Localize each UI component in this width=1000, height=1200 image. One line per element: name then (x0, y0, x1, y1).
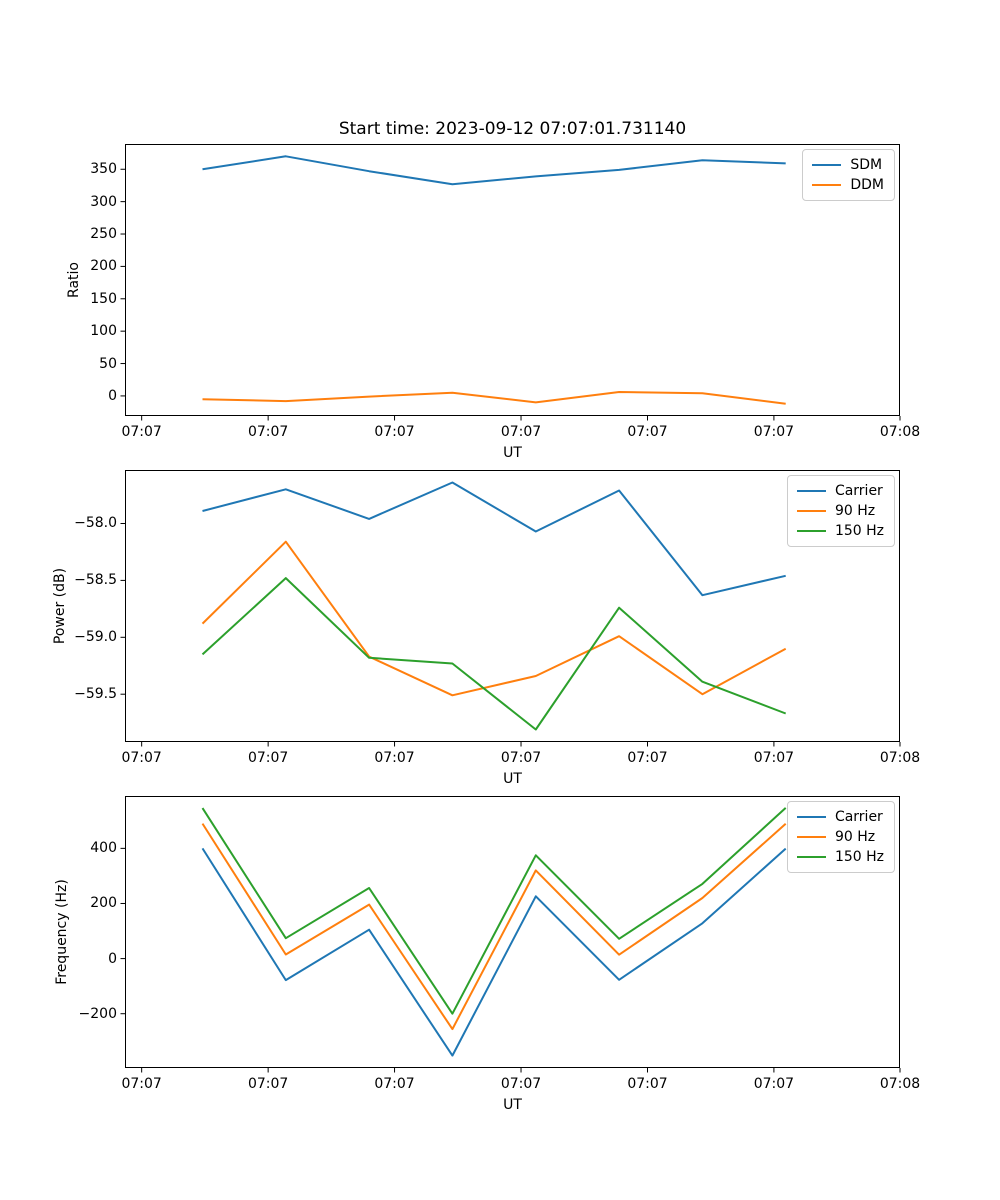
plot-svg (120, 796, 901, 1073)
legend-label: DDM (850, 177, 884, 193)
legend-label: Carrier (834, 809, 883, 825)
legend-label: SDM (850, 157, 883, 173)
x-axis-label: UT (503, 1097, 522, 1113)
series-line-sdm (202, 155, 786, 186)
x-tick-label: 07:07 (753, 424, 795, 440)
y-tick-label: 100 (90, 323, 117, 340)
y-tick-label: 300 (90, 193, 117, 210)
figure-title: Start time: 2023-09-12 07:07:01.731140 (338, 119, 687, 139)
legend: SDM DDM (802, 149, 895, 201)
x-tick-label: 07:07 (753, 750, 795, 766)
legend-entry: Carrier (796, 807, 884, 827)
series-line-150-hz (201, 577, 787, 731)
x-tick-label: 07:07 (627, 424, 668, 440)
x-tick-label: 07:07 (374, 1076, 415, 1092)
series-line-90-hz (201, 823, 787, 1031)
y-tick-label: 0 (108, 950, 117, 967)
legend-entry: DDM (812, 175, 884, 195)
plot-area: Carrier 90 Hz 150 Hz (120, 470, 901, 747)
legend-line-sdm (812, 164, 842, 166)
x-tick-label: 07:07 (627, 750, 668, 766)
series-line-90-hz (201, 540, 787, 697)
series-line-150-hz (201, 807, 787, 1015)
x-tick-label: 07:07 (121, 1076, 162, 1092)
y-tick-label: −200 (78, 1005, 117, 1022)
legend-entry: SDM (812, 155, 884, 175)
x-tick-label: 07:07 (753, 1076, 795, 1092)
y-tick-label: 400 (90, 840, 117, 857)
legend-line-90-hz (796, 836, 826, 838)
y-axis-label: Frequency (Hz) (54, 879, 70, 985)
series-line-ddm (202, 391, 786, 405)
legend-entry: Carrier (796, 481, 884, 501)
x-tick-label: 07:07 (247, 750, 289, 766)
y-tick-label: 0 (108, 387, 117, 404)
legend-line-carrier (796, 816, 826, 818)
x-tick-label: 07:08 (879, 750, 921, 766)
legend-entry: 150 Hz (796, 521, 884, 541)
y-tick-label: 150 (90, 290, 117, 307)
x-axis-label: UT (503, 771, 522, 787)
axis-spines (125, 144, 900, 416)
legend-entry: 90 Hz (796, 827, 884, 847)
axis-spines (125, 796, 900, 1068)
legend-label: 90 Hz (834, 503, 876, 519)
y-tick-label: 350 (90, 161, 117, 178)
x-tick-label: 07:07 (500, 750, 542, 766)
x-tick-label: 07:07 (374, 750, 415, 766)
legend-label: 150 Hz (834, 523, 884, 539)
x-tick-label: 07:07 (247, 1076, 289, 1092)
x-tick-label: 07:07 (247, 424, 289, 440)
series-line-carrier (202, 481, 786, 597)
x-tick-label: 07:07 (500, 424, 542, 440)
x-tick-label: 07:08 (879, 1076, 921, 1092)
legend: Carrier 90 Hz 150 Hz (786, 801, 895, 873)
y-tick-label: 200 (90, 258, 117, 275)
y-tick-label: −58.5 (74, 572, 117, 589)
x-tick-label: 07:07 (121, 424, 162, 440)
y-tick-label: −58.0 (74, 515, 117, 532)
plot-svg (120, 470, 901, 747)
plot-area: Carrier 90 Hz 150 Hz (120, 796, 901, 1073)
y-tick-label: 50 (99, 355, 117, 372)
x-tick-label: 07:07 (627, 1076, 668, 1092)
legend-line-150-hz (796, 530, 826, 532)
legend-entry: 90 Hz (796, 501, 884, 521)
legend-entry: 150 Hz (796, 847, 884, 867)
x-tick-label: 07:08 (879, 424, 921, 440)
y-tick-label: 250 (90, 226, 117, 243)
legend-line-ddm (812, 184, 842, 186)
legend-label: 90 Hz (834, 829, 876, 845)
legend-line-150-hz (796, 856, 826, 858)
plot-svg (120, 144, 901, 421)
x-axis-label: UT (503, 445, 522, 461)
legend: Carrier 90 Hz 150 Hz (786, 475, 895, 547)
y-tick-label: −59.5 (74, 686, 117, 703)
x-tick-label: 07:07 (121, 750, 162, 766)
x-tick-label: 07:07 (500, 1076, 542, 1092)
legend-line-90-hz (796, 510, 826, 512)
legend-label: Carrier (834, 483, 883, 499)
legend-label: 150 Hz (834, 849, 884, 865)
y-tick-label: −59.0 (74, 629, 117, 646)
x-tick-label: 07:07 (374, 424, 415, 440)
legend-line-carrier (796, 490, 826, 492)
plot-area: SDM DDM (120, 144, 901, 421)
y-tick-label: 200 (90, 895, 117, 912)
axis-spines (125, 470, 900, 742)
series-line-carrier (201, 847, 787, 1057)
